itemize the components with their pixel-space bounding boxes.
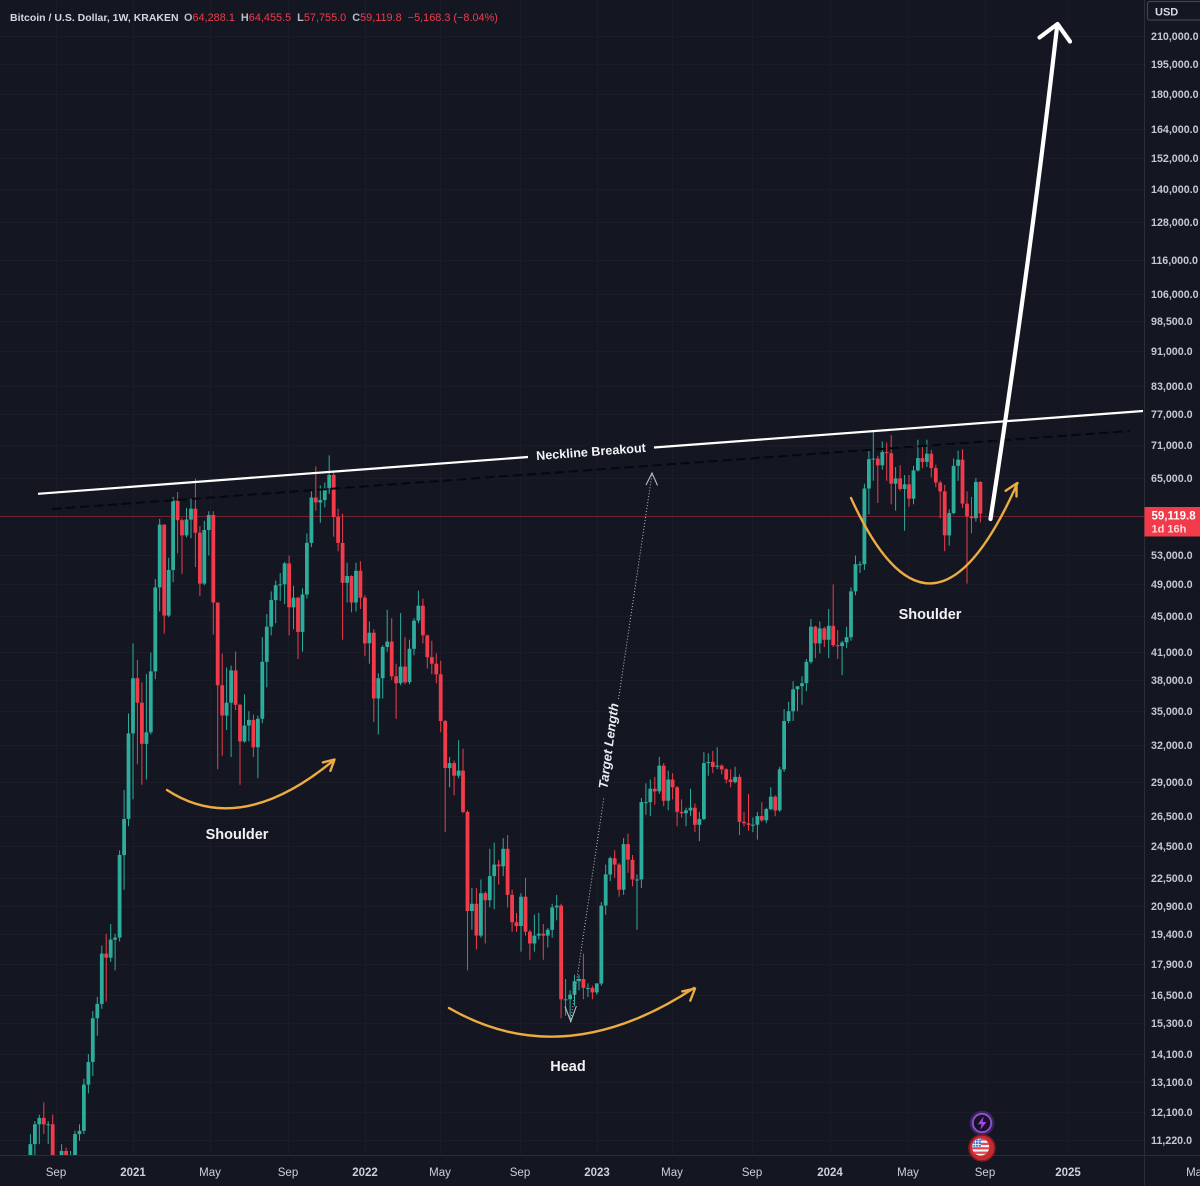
svg-text:Sep: Sep: [510, 1167, 530, 1179]
svg-text:106,000.0: 106,000.0: [1151, 289, 1199, 301]
svg-text:83,000.0: 83,000.0: [1151, 381, 1193, 393]
svg-text:210,000.0: 210,000.0: [1151, 31, 1199, 43]
svg-text:195,000.0: 195,000.0: [1151, 59, 1199, 71]
svg-text:13,100.0: 13,100.0: [1151, 1077, 1193, 1089]
svg-text:35,000.0: 35,000.0: [1151, 706, 1193, 718]
svg-text:71,000.0: 71,000.0: [1151, 440, 1193, 452]
svg-text:May: May: [199, 1167, 221, 1179]
svg-text:Head: Head: [550, 1059, 585, 1075]
svg-text:32,000.0: 32,000.0: [1151, 740, 1193, 752]
svg-text:180,000.0: 180,000.0: [1151, 89, 1199, 101]
svg-text:11,220.0: 11,220.0: [1151, 1135, 1192, 1147]
svg-text:Bitcoin / U.S. Dollar, 1W, KRA: Bitcoin / U.S. Dollar, 1W, KRAKEN: [10, 12, 179, 24]
svg-text:Shoulder: Shoulder: [899, 607, 962, 623]
svg-text:Sep: Sep: [742, 1167, 762, 1179]
svg-text:1d 16h: 1d 16h: [1152, 524, 1187, 536]
svg-text:29,000.0: 29,000.0: [1151, 777, 1193, 789]
svg-text:59,119.8: 59,119.8: [1152, 511, 1197, 523]
svg-text:14,100.0: 14,100.0: [1151, 1049, 1193, 1061]
svg-text:65,000.0: 65,000.0: [1151, 473, 1193, 485]
svg-text:45,000.0: 45,000.0: [1151, 611, 1193, 623]
svg-text:Sep: Sep: [46, 1167, 66, 1179]
svg-text:128,000.0: 128,000.0: [1151, 217, 1199, 229]
svg-text:152,000.0: 152,000.0: [1151, 153, 1199, 165]
svg-text:12,100.0: 12,100.0: [1151, 1107, 1193, 1119]
svg-text:24,500.0: 24,500.0: [1151, 841, 1193, 853]
svg-text:May: May: [897, 1167, 919, 1179]
svg-text:19,400.0: 19,400.0: [1151, 929, 1193, 941]
svg-text:Shoulder: Shoulder: [206, 827, 269, 843]
svg-text:Sep: Sep: [975, 1167, 995, 1179]
svg-text:20,900.0: 20,900.0: [1151, 901, 1193, 913]
svg-text:May: May: [661, 1167, 683, 1179]
svg-text:2023: 2023: [584, 1167, 610, 1179]
svg-text:2022: 2022: [352, 1167, 378, 1179]
svg-text:16,500.0: 16,500.0: [1151, 990, 1193, 1002]
svg-text:26,500.0: 26,500.0: [1151, 811, 1193, 823]
svg-text:77,000.0: 77,000.0: [1151, 409, 1193, 421]
svg-text:USD: USD: [1155, 7, 1178, 19]
svg-text:140,000.0: 140,000.0: [1151, 184, 1199, 196]
svg-text:2025: 2025: [1055, 1167, 1081, 1179]
svg-text:41,000.0: 41,000.0: [1151, 647, 1193, 659]
svg-text:53,000.0: 53,000.0: [1151, 550, 1193, 562]
svg-text:15,300.0: 15,300.0: [1151, 1018, 1193, 1030]
svg-text:22,500.0: 22,500.0: [1151, 873, 1193, 885]
svg-text:38,000.0: 38,000.0: [1151, 675, 1193, 687]
svg-text:116,000.0: 116,000.0: [1151, 255, 1198, 267]
svg-text:49,000.0: 49,000.0: [1151, 579, 1193, 591]
svg-text:164,000.0: 164,000.0: [1151, 124, 1199, 136]
svg-text:17,900.0: 17,900.0: [1151, 959, 1193, 971]
svg-text:98,500.0: 98,500.0: [1151, 316, 1193, 328]
svg-text:Sep: Sep: [278, 1167, 298, 1179]
svg-text:Mar: Mar: [1186, 1167, 1200, 1179]
svg-text:2024: 2024: [817, 1167, 843, 1179]
svg-text:May: May: [429, 1167, 451, 1179]
svg-text:91,000.0: 91,000.0: [1151, 346, 1193, 358]
svg-text:2021: 2021: [120, 1167, 146, 1179]
